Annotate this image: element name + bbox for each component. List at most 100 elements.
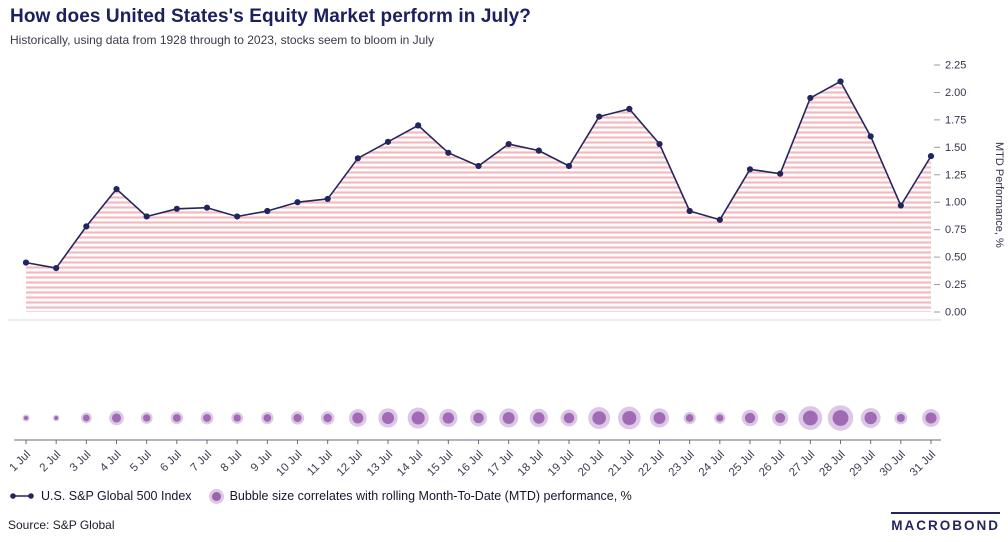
data-point xyxy=(626,105,633,113)
x-tick-label: 12 Jul xyxy=(335,449,365,479)
bubble xyxy=(381,411,395,425)
data-point xyxy=(354,155,361,162)
y-tick-label: 1.00 xyxy=(945,197,966,209)
data-point xyxy=(173,205,180,212)
area-fill xyxy=(26,81,931,312)
data-point xyxy=(294,199,301,206)
y-tick-label: 2.00 xyxy=(945,87,966,99)
legend: U.S. S&P Global 500 Index Bubble size co… xyxy=(8,489,1000,503)
x-tick-label: 2 Jul xyxy=(38,449,64,475)
bubble xyxy=(442,412,454,424)
x-tick-label: 18 Jul xyxy=(516,449,546,479)
y-tick-label: 1.25 xyxy=(945,169,966,181)
macrobond-logo: MACROBOND xyxy=(891,512,1000,533)
data-point xyxy=(686,207,693,215)
bubble xyxy=(172,414,181,422)
data-point xyxy=(837,78,844,85)
x-tick-label: 6 Jul xyxy=(158,449,184,475)
data-point xyxy=(897,202,904,209)
data-point xyxy=(535,147,542,154)
x-tick-label: 14 Jul xyxy=(395,449,425,479)
x-tick-label: 15 Jul xyxy=(425,449,455,479)
bubble xyxy=(716,414,724,422)
data-point xyxy=(777,170,784,177)
data-point xyxy=(415,122,422,129)
bubble xyxy=(622,410,637,426)
y-axis-title: MTD Performance, % xyxy=(993,141,1005,248)
x-tick-label: 27 Jul xyxy=(787,449,817,479)
main-chart-svg: 0.00 0.25 0.50 0.75 1.00 1.25 1.50 1.75 2.00 2.25… xyxy=(7,60,966,479)
data-point xyxy=(83,223,90,230)
page-subtitle: Historically, using data from 1928 throu… xyxy=(10,33,434,47)
x-tick-label: 10 Jul xyxy=(274,449,304,479)
data-point xyxy=(264,207,271,215)
y-tick-label: 1.50 xyxy=(945,142,966,154)
bubble xyxy=(925,412,937,424)
data-point xyxy=(445,149,452,156)
y-tick-label: 0.75 xyxy=(945,224,966,236)
legend-label-index: U.S. S&P Global 500 Index xyxy=(41,489,192,503)
bubble xyxy=(502,412,515,424)
bubble xyxy=(203,414,211,422)
x-tick-label: 29 Jul xyxy=(848,449,878,479)
x-tick-label: 7 Jul xyxy=(188,449,214,475)
x-tick-label: 8 Jul xyxy=(219,449,245,475)
data-point xyxy=(475,162,482,170)
bubble xyxy=(473,412,484,424)
bubble xyxy=(832,410,849,426)
page-title: How does United States's Equity Market p… xyxy=(10,6,532,27)
x-tick-label: 26 Jul xyxy=(757,449,787,479)
bubble xyxy=(653,412,666,424)
bubble xyxy=(775,413,786,423)
bubble xyxy=(263,414,272,422)
x-tick-label: 24 Jul xyxy=(697,449,727,479)
bubble xyxy=(23,415,29,421)
bubble xyxy=(411,411,425,425)
bubble-series-icon xyxy=(211,491,221,501)
y-tick-label: 0.00 xyxy=(945,307,966,319)
legend-item-index: U.S. S&P Global 500 Index xyxy=(8,489,192,503)
bubble xyxy=(293,413,302,423)
legend-label-bubble: Bubble size correlates with rolling Mont… xyxy=(229,489,632,503)
bubble xyxy=(744,412,756,424)
y-tick-label: 0.50 xyxy=(945,252,966,264)
data-point xyxy=(203,204,211,211)
source-text: Source: S&P Global xyxy=(8,518,115,532)
x-tick-label: 16 Jul xyxy=(455,449,485,479)
x-tick-label: 21 Jul xyxy=(606,449,636,479)
bubble xyxy=(143,414,151,422)
data-point xyxy=(807,94,814,102)
bubble xyxy=(54,415,59,421)
data-point xyxy=(596,113,603,120)
data-point xyxy=(716,216,723,223)
data-point xyxy=(746,166,754,173)
bubble xyxy=(864,411,877,425)
data-point xyxy=(234,213,241,220)
data-point xyxy=(384,138,392,145)
x-tick-label: 3 Jul xyxy=(68,449,94,475)
x-tick-label: 20 Jul xyxy=(576,449,606,479)
bubble xyxy=(111,413,122,423)
data-point xyxy=(143,213,150,220)
x-tick-label: 25 Jul xyxy=(727,449,757,479)
x-tick-label: 4 Jul xyxy=(98,449,124,475)
x-tick-label: 13 Jul xyxy=(365,449,395,479)
y-tick-label: 1.75 xyxy=(945,114,966,126)
legend-item-bubble: Bubble size correlates with rolling Mont… xyxy=(206,489,632,503)
bubble xyxy=(533,412,545,424)
data-point xyxy=(565,162,573,170)
bubble xyxy=(896,414,905,422)
x-tick-label: 23 Jul xyxy=(667,449,697,479)
data-point xyxy=(53,264,60,272)
bubble xyxy=(685,414,694,422)
data-point xyxy=(22,259,30,266)
bubble xyxy=(83,414,90,422)
line-series-icon xyxy=(8,491,36,501)
x-tick-label: 11 Jul xyxy=(305,449,335,479)
data-point xyxy=(505,140,512,148)
x-tick-label: 17 Jul xyxy=(486,449,516,479)
x-tick-label: 1 Jul xyxy=(7,449,33,475)
bubble xyxy=(592,411,606,425)
data-point xyxy=(324,195,331,203)
x-tick-label: 19 Jul xyxy=(546,449,576,479)
